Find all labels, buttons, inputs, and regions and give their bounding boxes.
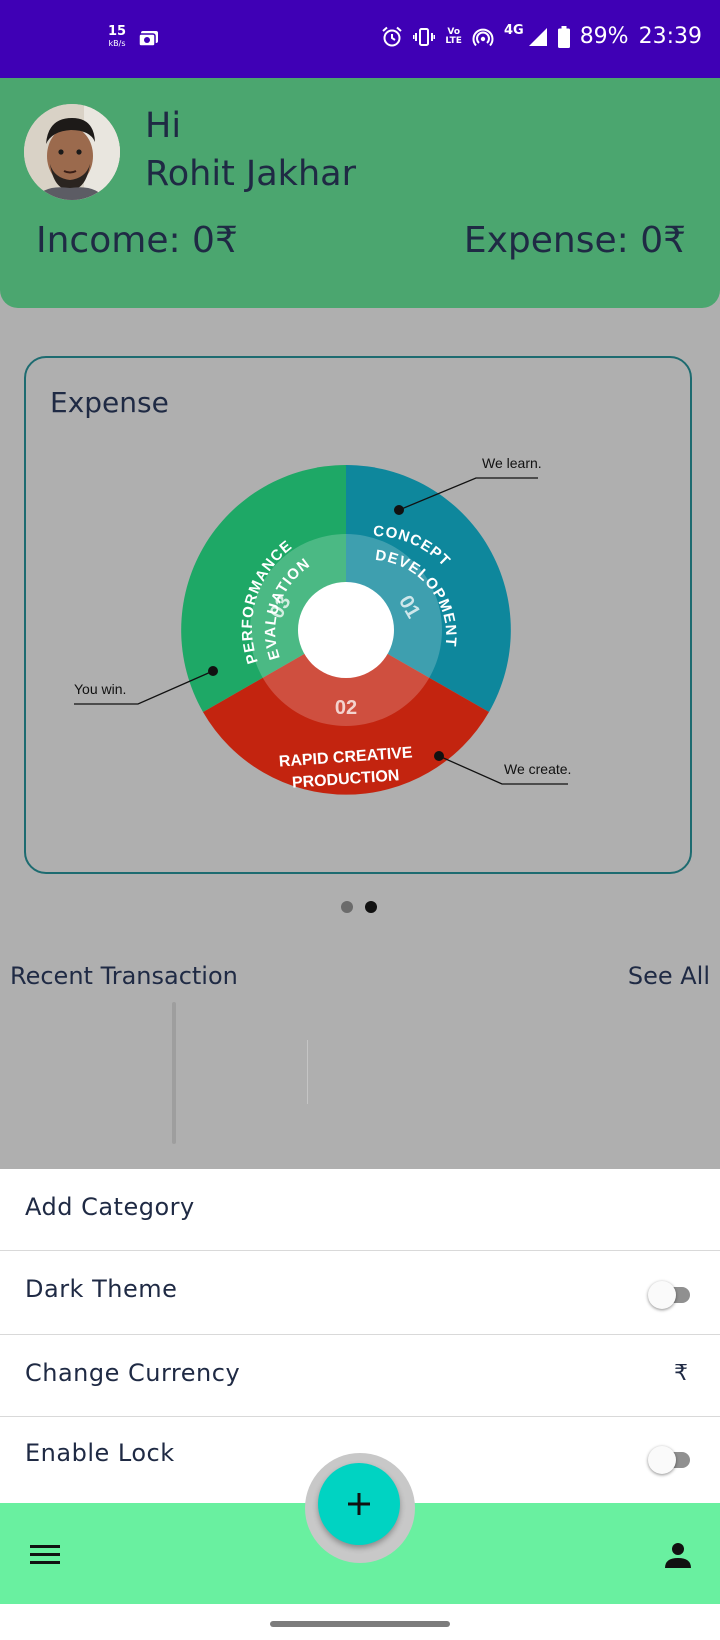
expense-chart-card[interactable]: Expense CONCEPT DEVELOPMENT PERFORMANCE bbox=[24, 356, 692, 874]
callout-you-win-text: You win. bbox=[74, 681, 126, 697]
list-placeholder-line bbox=[172, 1002, 176, 1144]
segment-02-outer bbox=[203, 630, 489, 795]
recent-transactions-title: Recent Transaction bbox=[10, 962, 238, 990]
currency-symbol: ₹ bbox=[674, 1361, 688, 1386]
user-name: Rohit Jakhar bbox=[145, 154, 356, 194]
net-speed-unit: kB/s bbox=[108, 39, 126, 48]
signal-icon bbox=[528, 27, 547, 46]
segment-02-number: 02 bbox=[335, 697, 357, 719]
volte-line2: LTE bbox=[445, 35, 462, 46]
vibrate-icon bbox=[413, 27, 436, 46]
settings-bottom-sheet: Add Category Dark Theme Change Currency … bbox=[0, 1169, 720, 1503]
callout-we-create-text: We create. bbox=[504, 761, 571, 777]
enable-lock-label: Enable Lock bbox=[25, 1439, 175, 1467]
callout-you-win: You win. bbox=[74, 666, 218, 705]
system-navigation-area bbox=[0, 1604, 720, 1640]
alarm-icon bbox=[382, 26, 403, 46]
greeting-block: Hi Rohit Jakhar bbox=[145, 102, 356, 198]
menu-item-add-category[interactable]: Add Category bbox=[0, 1169, 720, 1251]
network-speed: 15 kB/s bbox=[108, 24, 127, 50]
page-dot-2[interactable] bbox=[365, 901, 377, 913]
list-placeholder-divider bbox=[307, 1040, 308, 1104]
photo-notification-icon bbox=[138, 31, 159, 47]
plus-icon bbox=[348, 1493, 370, 1515]
battery-icon bbox=[557, 25, 570, 48]
center-hole bbox=[298, 582, 394, 678]
volte-line1: Vo bbox=[447, 26, 461, 37]
expense-infographic: CONCEPT DEVELOPMENT PERFORMANCE EVALUATI… bbox=[74, 455, 571, 795]
avatar-image bbox=[24, 104, 120, 200]
status-bar: 15 kB/s Vo LTE 4G bbox=[0, 0, 720, 78]
income-total: Income: 0₹ bbox=[36, 220, 238, 261]
callout-we-create: We create. bbox=[434, 751, 571, 785]
avatar[interactable] bbox=[24, 104, 120, 200]
expense-total: Expense: 0₹ bbox=[463, 220, 686, 261]
page-dot-1[interactable] bbox=[341, 901, 353, 913]
clock: 23:39 bbox=[638, 24, 702, 49]
add-category-label: Add Category bbox=[25, 1193, 195, 1221]
net-speed-value: 15 bbox=[108, 24, 127, 39]
chart-card-title: Expense bbox=[50, 386, 169, 419]
volte-indicator: Vo LTE bbox=[445, 26, 462, 46]
menu-item-dark-theme[interactable]: Dark Theme bbox=[0, 1251, 720, 1335]
person-icon[interactable] bbox=[664, 1541, 692, 1569]
profile-summary-card: Hi Rohit Jakhar Income: 0₹ Expense: 0₹ bbox=[0, 78, 720, 308]
network-type: 4G bbox=[503, 23, 524, 38]
dark-theme-toggle[interactable] bbox=[648, 1281, 692, 1309]
see-all-link[interactable]: See All bbox=[627, 962, 710, 990]
callout-we-learn: We learn. bbox=[394, 455, 542, 515]
battery-level: 89% bbox=[579, 24, 629, 49]
change-currency-label: Change Currency bbox=[25, 1359, 241, 1387]
add-transaction-button[interactable] bbox=[318, 1463, 400, 1545]
carousel-indicator bbox=[341, 901, 377, 913]
hamburger-icon[interactable] bbox=[30, 1545, 60, 1565]
menu-item-enable-lock[interactable]: Enable Lock bbox=[0, 1417, 720, 1503]
hotspot-icon bbox=[472, 28, 494, 46]
menu-item-change-currency[interactable]: Change Currency ₹ bbox=[0, 1335, 720, 1417]
greeting-text: Hi bbox=[145, 106, 182, 146]
home-gesture-bar[interactable] bbox=[270, 1621, 450, 1627]
dark-theme-label: Dark Theme bbox=[25, 1275, 178, 1303]
callout-we-learn-text: We learn. bbox=[482, 455, 542, 471]
enable-lock-toggle[interactable] bbox=[648, 1446, 692, 1474]
